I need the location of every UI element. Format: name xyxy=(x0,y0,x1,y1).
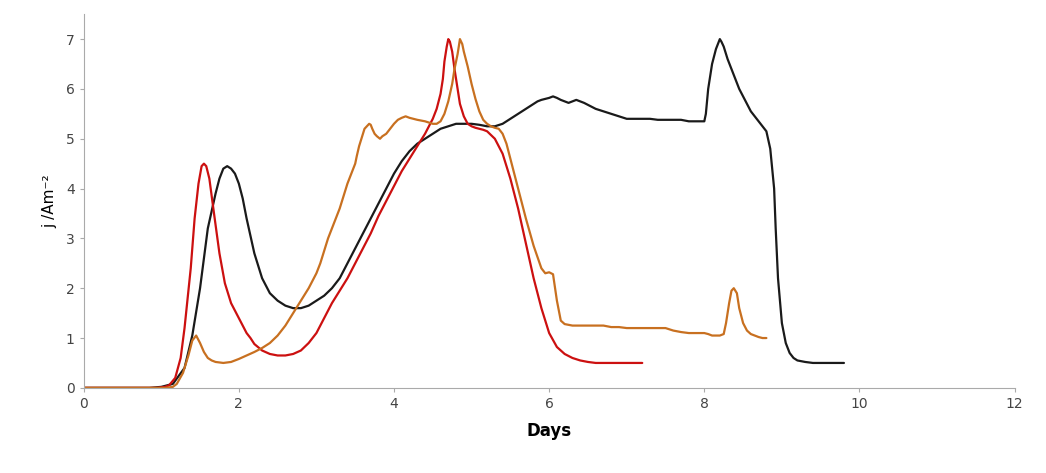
X-axis label: Days: Days xyxy=(526,422,572,440)
Y-axis label: j /Am⁻²: j /Am⁻² xyxy=(43,174,58,228)
